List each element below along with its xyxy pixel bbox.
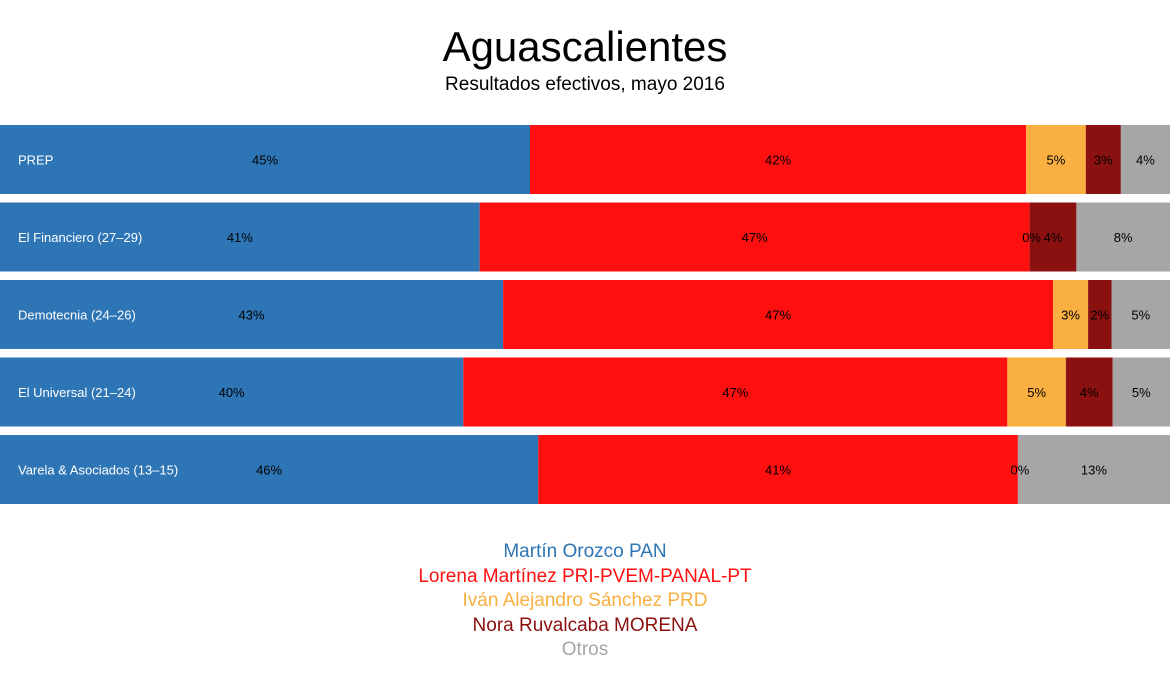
bar-segment — [1026, 125, 1086, 194]
bar-segment — [1085, 125, 1121, 194]
category-label: Demotecnia (24–26) — [18, 308, 136, 323]
data-label: 42% — [765, 153, 791, 168]
data-label: 0% — [1022, 230, 1041, 245]
bar-segment — [503, 280, 1054, 349]
category-label: El Universal (21–24) — [18, 385, 136, 400]
data-label: 8% — [1114, 230, 1133, 245]
bar-segment — [1112, 357, 1170, 427]
legend-item-orozco: Martín Orozco PAN — [503, 541, 667, 562]
bar-segment — [463, 357, 1008, 427]
bar-segment — [1053, 280, 1089, 349]
category-label: Varela & Asociados (13–15) — [18, 463, 178, 478]
legend-item-ruvalcaba: Nora Ruvalcaba MORENA — [472, 614, 698, 636]
bar-segment — [0, 125, 531, 194]
legend-item-martinez: Lorena Martínez PRI-PVEM-PANAL-PT — [418, 565, 752, 587]
data-label: 4% — [1136, 153, 1155, 168]
bar-segment — [0, 357, 464, 427]
category-label: PREP — [18, 153, 53, 168]
data-label: 5% — [1027, 385, 1046, 400]
bar-segment — [1065, 357, 1113, 427]
data-label: 41% — [765, 463, 791, 478]
data-label: 45% — [252, 153, 278, 168]
data-label: 3% — [1094, 153, 1113, 168]
data-label: 2% — [1090, 308, 1109, 323]
data-label: 47% — [722, 385, 748, 400]
data-label: 46% — [256, 463, 282, 478]
data-label: 47% — [742, 230, 768, 245]
data-label: 0% — [1011, 463, 1030, 478]
data-label: 13% — [1081, 463, 1107, 478]
bar-segment — [1029, 202, 1077, 272]
bar-segment — [1076, 202, 1170, 272]
data-label: 40% — [219, 385, 245, 400]
bar-segment — [0, 202, 480, 272]
bar-segment — [1120, 125, 1170, 194]
data-label: 5% — [1131, 308, 1150, 323]
bar-segment — [0, 435, 539, 504]
bar-segment — [1017, 435, 1170, 504]
data-label: 4% — [1044, 230, 1063, 245]
chart-subtitle: Resultados efectivos, mayo 2016 — [445, 74, 725, 95]
data-label: 43% — [239, 308, 265, 323]
bar-segment — [1111, 280, 1170, 349]
bar-row: 40% 47% 5% 4% 5% El Universal (21–24) — [0, 357, 1170, 427]
data-label: 5% — [1132, 385, 1151, 400]
data-label: 3% — [1061, 308, 1080, 323]
bar-segment — [0, 280, 504, 349]
bar-segment — [1088, 280, 1112, 349]
data-label: 47% — [765, 308, 791, 323]
data-label: 4% — [1080, 385, 1099, 400]
bar-segment — [479, 202, 1030, 272]
bar-segment — [530, 125, 1027, 194]
data-label: 41% — [227, 230, 253, 245]
bar-row: 43% 47% 3% 2% 5% Demotecnia (24–26) — [0, 280, 1170, 349]
legend-item-otros: Otros — [561, 639, 609, 660]
bar-row: 46% 41% 0% 13% Varela & Asociados (13–15) — [0, 435, 1170, 504]
data-label: 5% — [1047, 153, 1066, 168]
bar-segment — [1007, 357, 1066, 427]
bar-row: 45% 42% 5% 3% 4% PREP — [0, 125, 1170, 194]
legend-item-sanchez: Iván Alejandro Sánchez PRD — [462, 590, 708, 611]
category-label: El Financiero (27–29) — [18, 230, 142, 245]
bar-segment — [538, 435, 1018, 504]
bar-row: 41% 47% 0% 4% 8% El Financiero (27–29) — [0, 202, 1170, 272]
chart-title: Aguascalientes — [442, 23, 728, 70]
legend: Martín Orozco PAN Lorena Martínez PRI-PV… — [0, 540, 1170, 663]
